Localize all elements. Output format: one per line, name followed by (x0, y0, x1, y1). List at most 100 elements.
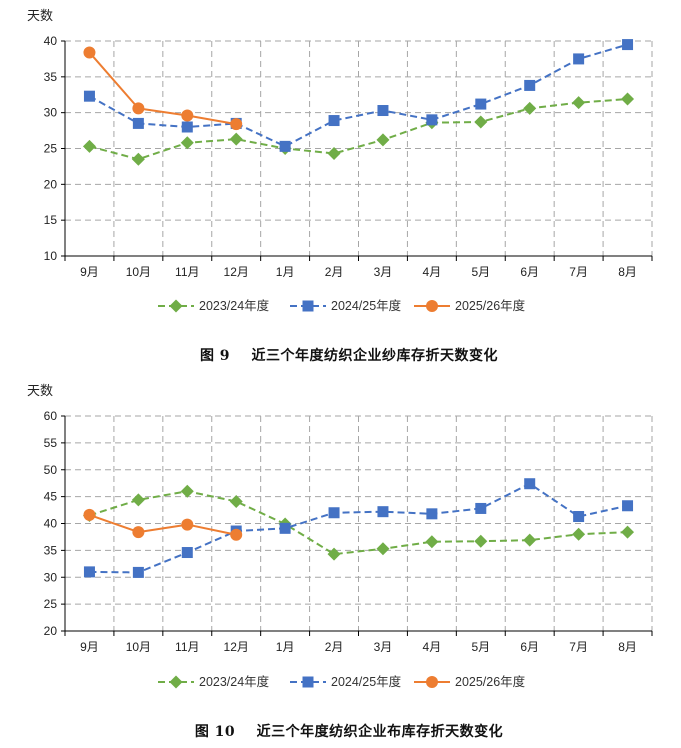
x-tick-label: 9月 (80, 265, 99, 279)
series-line-s2025 (89, 513, 237, 536)
legend-marker-s2023 (169, 299, 183, 313)
data-point-s2024 (279, 140, 291, 152)
series-line-s2025 (88, 51, 237, 126)
data-point-s2024 (181, 121, 193, 133)
data-point-s2023 (621, 92, 635, 106)
data-point-s2025 (83, 46, 96, 59)
x-tick-label: 6月 (520, 640, 539, 654)
series-line-s2023 (89, 98, 628, 161)
x-tick-label: 4月 (423, 640, 442, 654)
x-tick-label: 7月 (569, 640, 588, 654)
chart-2: 天数 20 25 30 35 40 45 50 55 60 9月 10月 11月 12月 1月 2月 3月 4月 5… (27, 384, 653, 740)
data-point-s2023 (572, 527, 586, 541)
legend-label-s2025: 2025/26年度 (455, 298, 526, 313)
data-point-s2024 (622, 500, 634, 512)
x-tick-label: 7月 (569, 265, 588, 279)
legend-label-s2024: 2024/25年度 (331, 298, 402, 313)
legend-label-s2024: 2024/25年度 (331, 674, 402, 689)
y-tick-label: 45 (44, 490, 58, 504)
data-point-s2024 (622, 39, 634, 51)
x-tick-label: 6月 (520, 265, 539, 279)
y-tick-label: 10 (44, 249, 58, 263)
data-point-s2023 (425, 535, 439, 549)
x-tick-label: 1月 (276, 265, 295, 279)
data-point-s2023 (180, 136, 194, 150)
legend-marker-s2024 (302, 300, 314, 312)
series-line-s2023 (89, 490, 628, 556)
x-tick-label: 10月 (126, 265, 151, 279)
series-s2023 (82, 484, 635, 561)
data-point-s2025 (83, 508, 96, 521)
data-point-s2023 (474, 534, 488, 548)
data-point-s2023 (376, 133, 390, 147)
series-line-s2024 (89, 482, 628, 574)
y-tick-label: 35 (44, 70, 58, 84)
data-point-s2023 (621, 525, 635, 539)
data-point-s2024 (328, 115, 340, 127)
y-tick-label: 25 (44, 142, 58, 156)
data-point-s2024 (132, 566, 144, 578)
x-tick-label: 3月 (374, 265, 393, 279)
data-point-s2023 (523, 101, 537, 115)
data-point-s2024 (328, 507, 340, 519)
data-point-s2023 (229, 494, 243, 508)
y-tick-label: 50 (44, 463, 58, 477)
data-point-s2023 (523, 533, 537, 547)
x-tick-label: 12月 (224, 265, 249, 279)
y-tick-label: 30 (44, 570, 58, 584)
x-tick-label: 10月 (126, 640, 151, 654)
x-tick-label: 9月 (80, 640, 99, 654)
y-tick-label: 40 (44, 34, 58, 48)
data-point-s2025 (132, 102, 145, 115)
x-tick-label: 8月 (618, 265, 637, 279)
data-point-s2024 (181, 547, 193, 559)
data-point-s2023 (474, 115, 488, 129)
data-point-s2024 (83, 566, 95, 578)
data-point-s2024 (524, 79, 536, 91)
y-tick-label: 15 (44, 213, 58, 227)
legend-marker-s2024 (302, 676, 314, 688)
data-point-s2024 (377, 105, 389, 117)
data-point-s2025 (181, 109, 194, 122)
y-tick-label: 35 (44, 543, 58, 557)
data-point-s2023 (572, 96, 586, 110)
x-tick-label: 2月 (325, 265, 344, 279)
data-point-s2025 (181, 518, 194, 531)
x-tick-label: 2月 (325, 640, 344, 654)
y-tick-label: 60 (44, 409, 58, 423)
data-point-s2024 (475, 502, 487, 514)
data-point-s2023 (229, 132, 243, 146)
y-tick-label: 30 (44, 106, 58, 120)
y-unit-label: 天数 (27, 384, 53, 399)
series-s2025 (83, 46, 243, 131)
data-point-s2024 (83, 90, 95, 102)
legend: 2023/24年度 2024/25年度 2025/26年度 (158, 674, 526, 689)
x-tick-label: 11月 (175, 640, 199, 654)
y-tick-label: 25 (44, 597, 58, 611)
data-point-s2023 (327, 547, 341, 561)
chart-1: 天数 10 15 20 25 30 35 40 9月 10月 11月 12月 1月 2月 3月 4月 5月 6月 7… (27, 9, 653, 364)
x-tick-label: 1月 (276, 640, 295, 654)
x-tick-label: 4月 (423, 265, 442, 279)
y-unit-label: 天数 (27, 9, 53, 24)
y-tick-label: 40 (44, 517, 58, 531)
data-point-s2023 (376, 542, 390, 556)
series-line-s2024 (88, 43, 628, 148)
data-point-s2025 (230, 118, 243, 131)
chart-caption: 图 9 近三个年度纺织企业纱库存折天数变化 (200, 347, 498, 364)
x-tick-label: 3月 (374, 640, 393, 654)
data-point-s2024 (475, 98, 487, 110)
data-point-s2024 (524, 478, 536, 490)
data-point-s2024 (132, 117, 144, 129)
data-point-s2023 (82, 139, 96, 153)
y-tick-label: 55 (44, 436, 58, 450)
legend-marker-s2025 (426, 676, 438, 688)
x-tick-label: 12月 (224, 640, 249, 654)
legend-label-s2025: 2025/26年度 (455, 674, 526, 689)
chart-caption: 图 10 近三个年度纺织企业布库存折天数变化 (195, 723, 503, 740)
legend-label-s2023: 2023/24年度 (199, 298, 270, 313)
legend: 2023/24年度 2024/25年度 2025/26年度 (158, 298, 526, 313)
x-tick-label: 8月 (618, 640, 637, 654)
data-point-s2025 (230, 528, 243, 541)
